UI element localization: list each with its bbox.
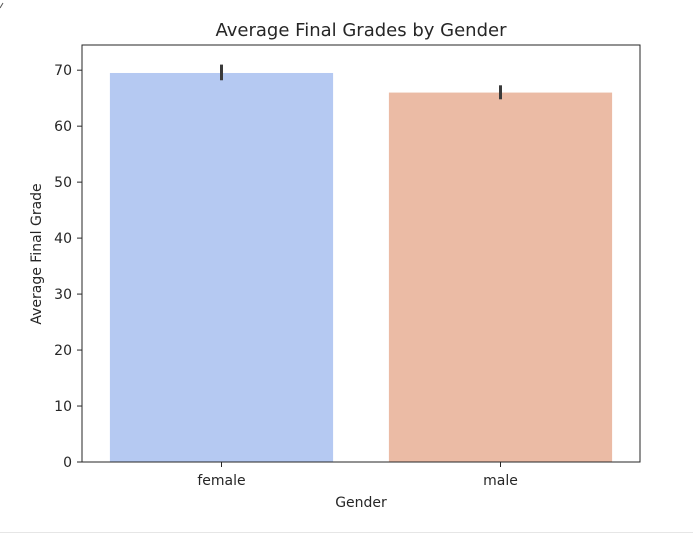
x-axis: female male	[197, 462, 518, 489]
y-tick-label-30: 30	[54, 287, 72, 303]
corner-mark	[0, 2, 4, 9]
x-tick-label-female: female	[197, 473, 245, 489]
y-tick-label-0: 0	[63, 455, 72, 471]
error-bars-group	[220, 64, 502, 100]
cell-divider	[0, 532, 693, 533]
plot-frame	[81, 44, 641, 463]
bars-group	[109, 72, 613, 463]
bar-male	[388, 92, 613, 462]
chart-title: Average Final Grades by Gender	[216, 20, 508, 41]
y-tick-label-60: 60	[54, 119, 72, 135]
y-tick-label-20: 20	[54, 343, 72, 359]
y-tick-label-50: 50	[54, 175, 72, 191]
y-tick-label-70: 70	[54, 63, 72, 79]
y-tick-label-40: 40	[54, 231, 72, 247]
y-axis-label: Average Final Grade	[29, 183, 45, 324]
bar-female	[109, 72, 334, 463]
y-axis: 0 10 20 30 40 50 60 70	[54, 63, 82, 471]
y-tick-label-10: 10	[54, 399, 72, 415]
x-axis-label: Gender	[335, 495, 387, 511]
x-tick-label-male: male	[483, 473, 518, 489]
